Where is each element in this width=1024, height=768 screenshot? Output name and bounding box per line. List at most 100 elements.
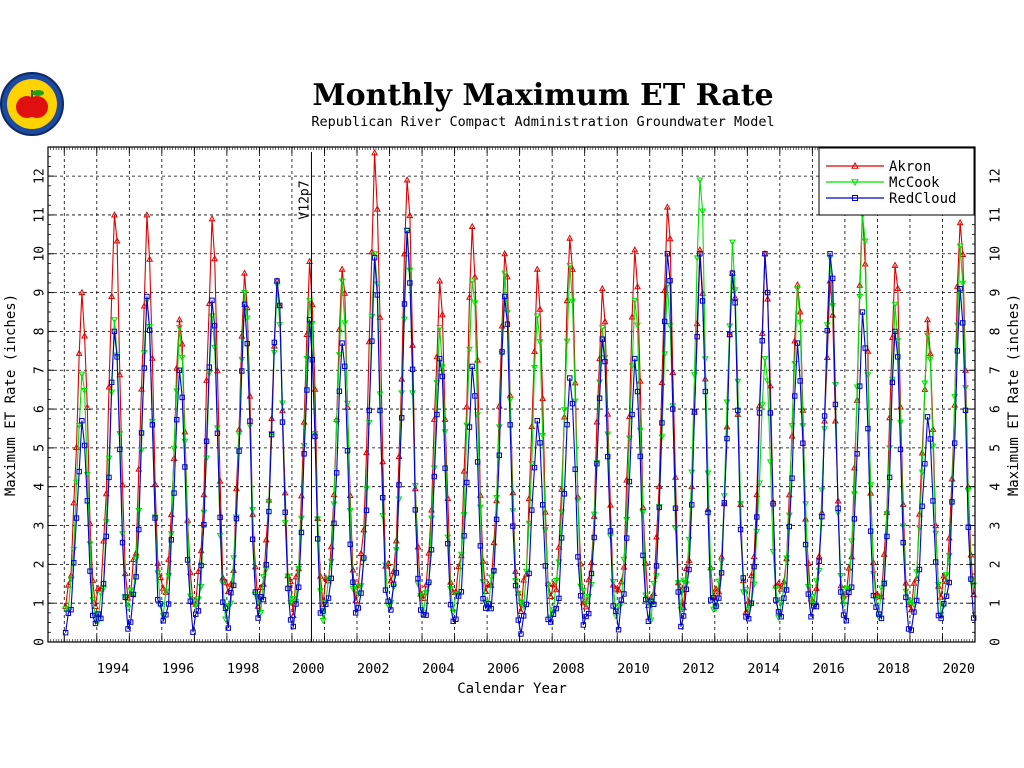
data-point — [696, 177, 704, 184]
data-point — [970, 615, 977, 621]
data-point — [775, 614, 782, 622]
data-point — [824, 327, 830, 334]
data-point — [184, 557, 191, 563]
data-point — [127, 619, 134, 625]
data-point — [217, 514, 223, 521]
data-point — [434, 411, 440, 418]
data-point — [306, 297, 314, 305]
data-point — [466, 346, 473, 354]
data-point — [534, 418, 540, 424]
data-point — [361, 555, 367, 561]
data-point — [436, 355, 443, 362]
data-point — [689, 502, 695, 508]
data-point — [105, 455, 113, 462]
y-tick-label-left: 8 — [33, 327, 48, 335]
data-point — [417, 607, 424, 613]
data-point — [929, 443, 937, 450]
data-point — [895, 354, 901, 360]
data-point — [463, 422, 471, 429]
data-point — [371, 148, 379, 156]
data-point — [277, 302, 283, 309]
data-point — [255, 615, 261, 621]
data-point — [667, 277, 673, 284]
data-point — [582, 602, 590, 610]
data-point — [829, 275, 836, 282]
data-point — [702, 388, 709, 395]
data-point — [870, 592, 877, 599]
data-point — [436, 277, 444, 284]
data-point — [759, 338, 765, 344]
data-point — [807, 595, 815, 602]
data-point — [75, 422, 83, 430]
data-point — [325, 595, 332, 601]
data-point — [206, 364, 212, 370]
data-point — [938, 615, 944, 621]
data-point — [962, 407, 969, 414]
data-point — [626, 478, 633, 485]
data-point — [366, 407, 372, 414]
data-point — [81, 388, 89, 395]
data-point — [75, 349, 83, 356]
data-point — [900, 539, 906, 546]
data-point — [813, 603, 820, 610]
data-point — [533, 265, 541, 272]
data-point — [320, 608, 326, 614]
data-point — [550, 607, 557, 614]
data-point — [201, 522, 207, 528]
data-point — [461, 533, 467, 539]
data-point — [214, 430, 221, 436]
data-point — [249, 536, 256, 542]
y-tick-label-right: 3 — [989, 522, 1004, 530]
data-point — [117, 446, 123, 453]
data-point — [469, 363, 475, 370]
data-point — [110, 211, 118, 218]
data-point — [737, 500, 744, 508]
y-tick-label-left: 9 — [33, 289, 48, 297]
y-tick-label-left: 12 — [33, 168, 48, 184]
data-point — [502, 293, 508, 300]
data-point — [946, 579, 952, 586]
data-point — [165, 601, 172, 607]
data-point — [279, 419, 286, 425]
data-point — [794, 340, 801, 346]
data-point — [612, 585, 620, 592]
data-point — [588, 570, 595, 577]
data-point — [409, 366, 416, 373]
data-point — [260, 596, 267, 603]
data-point — [230, 582, 237, 589]
series-redcloud — [62, 227, 977, 637]
data-point — [802, 515, 810, 522]
data-point — [930, 498, 936, 504]
data-point — [342, 363, 348, 369]
data-point — [651, 601, 657, 607]
data-point — [485, 601, 492, 607]
data-point — [533, 313, 541, 320]
data-point — [886, 474, 893, 481]
data-point — [271, 339, 278, 346]
data-point — [438, 310, 446, 318]
data-point — [241, 301, 248, 307]
data-point — [398, 390, 406, 397]
data-point — [550, 580, 557, 587]
data-point — [582, 600, 590, 608]
x-tick-label: 1998 — [227, 661, 260, 677]
data-point — [403, 176, 411, 183]
data-point — [678, 623, 684, 630]
data-point — [363, 507, 370, 514]
data-point — [873, 604, 879, 610]
data-point — [70, 499, 78, 506]
y-tick-label-left: 7 — [33, 366, 48, 374]
data-point — [848, 584, 855, 590]
data-point — [924, 332, 932, 340]
data-point — [501, 270, 509, 278]
data-point — [699, 208, 707, 215]
data-point — [141, 365, 147, 371]
series-line-redcloud — [65, 230, 975, 635]
data-point — [78, 371, 86, 378]
data-point — [176, 315, 183, 323]
data-point — [377, 407, 383, 414]
data-point — [143, 211, 151, 218]
data-point — [133, 574, 139, 580]
data-point — [401, 301, 408, 307]
